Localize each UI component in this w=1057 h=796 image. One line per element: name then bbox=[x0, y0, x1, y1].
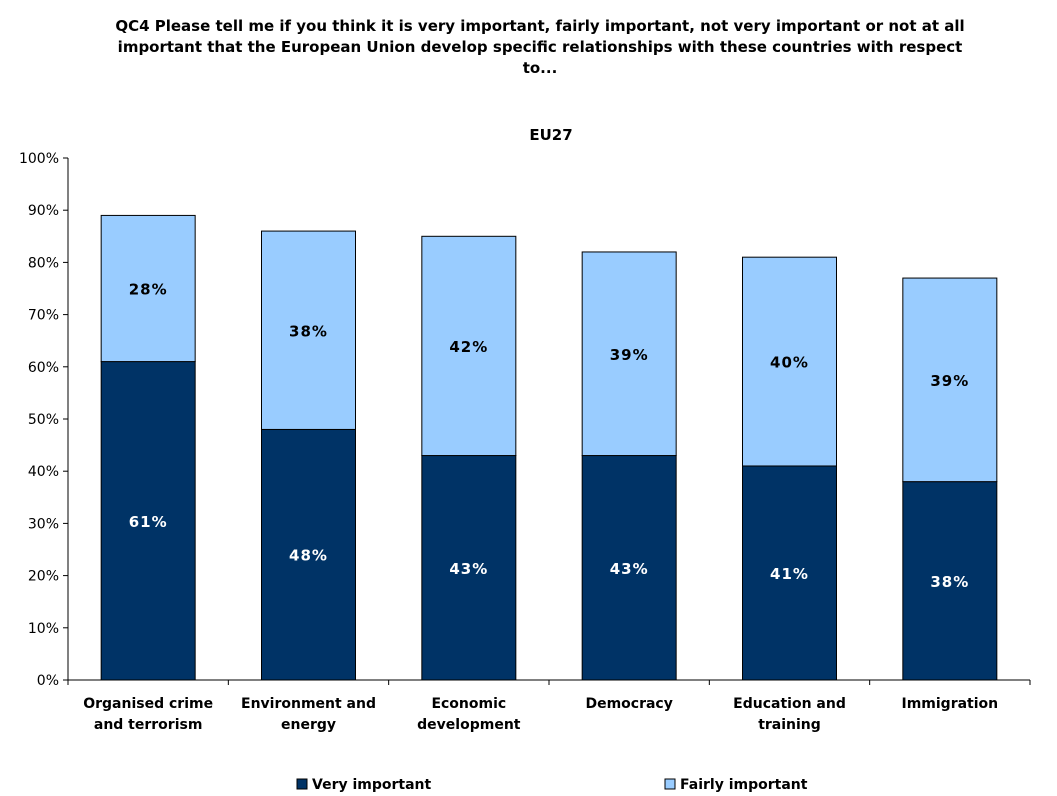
category-label: Organised crime bbox=[83, 696, 213, 712]
bar-segment bbox=[421, 235, 517, 457]
y-tick-label: 10% bbox=[28, 621, 59, 637]
data-label: 40% bbox=[770, 354, 809, 372]
bar-segment bbox=[261, 230, 356, 430]
bar-segment bbox=[742, 465, 837, 681]
category-label: Environment and bbox=[241, 696, 376, 712]
category-label: Immigration bbox=[902, 696, 999, 712]
category-label: energy bbox=[281, 717, 336, 733]
bar-segment bbox=[261, 428, 356, 681]
y-tick-label: 30% bbox=[28, 516, 59, 532]
bar-segment bbox=[902, 277, 998, 483]
bar-segment bbox=[100, 214, 196, 363]
category-label: and terrorism bbox=[94, 717, 203, 733]
y-tick-label: 60% bbox=[28, 360, 59, 376]
category-label: Education and bbox=[733, 696, 846, 712]
category-label: Economic bbox=[431, 696, 506, 712]
data-label: 43% bbox=[449, 560, 488, 578]
data-label: 39% bbox=[610, 346, 649, 364]
y-tick-label: 0% bbox=[37, 673, 59, 689]
category-label: development bbox=[417, 717, 521, 733]
data-label: 43% bbox=[610, 560, 649, 578]
data-label: 61% bbox=[129, 513, 168, 531]
legend-label: Fairly important bbox=[680, 777, 808, 793]
data-label: 39% bbox=[930, 372, 969, 390]
data-label: 38% bbox=[289, 322, 328, 340]
y-tick-label: 50% bbox=[28, 412, 59, 428]
data-label: 41% bbox=[770, 565, 809, 583]
legend-label: Very important bbox=[312, 777, 432, 793]
y-tick-label: 70% bbox=[28, 308, 59, 324]
chart-subtitle: EU27 bbox=[529, 126, 572, 144]
bar-segment bbox=[742, 256, 837, 467]
y-tick-label: 80% bbox=[28, 255, 59, 271]
y-tick-label: 20% bbox=[28, 569, 59, 585]
category-label: training bbox=[758, 717, 821, 733]
data-label: 28% bbox=[129, 281, 168, 299]
bar-segment bbox=[581, 251, 677, 457]
legend-swatch bbox=[664, 778, 676, 790]
legend-swatch bbox=[296, 778, 308, 790]
data-label: 42% bbox=[449, 338, 488, 356]
category-label: Democracy bbox=[585, 696, 672, 712]
data-label: 38% bbox=[930, 573, 969, 591]
y-tick-label: 40% bbox=[28, 464, 59, 480]
data-label: 48% bbox=[289, 547, 328, 565]
y-tick-label: 90% bbox=[28, 203, 59, 219]
chart-title: QC4 Please tell me if you think it is ve… bbox=[115, 17, 965, 77]
bar-segment bbox=[421, 455, 517, 681]
y-tick-label: 100% bbox=[19, 151, 59, 167]
bar-segment bbox=[581, 455, 677, 681]
bar-segment bbox=[902, 481, 998, 681]
